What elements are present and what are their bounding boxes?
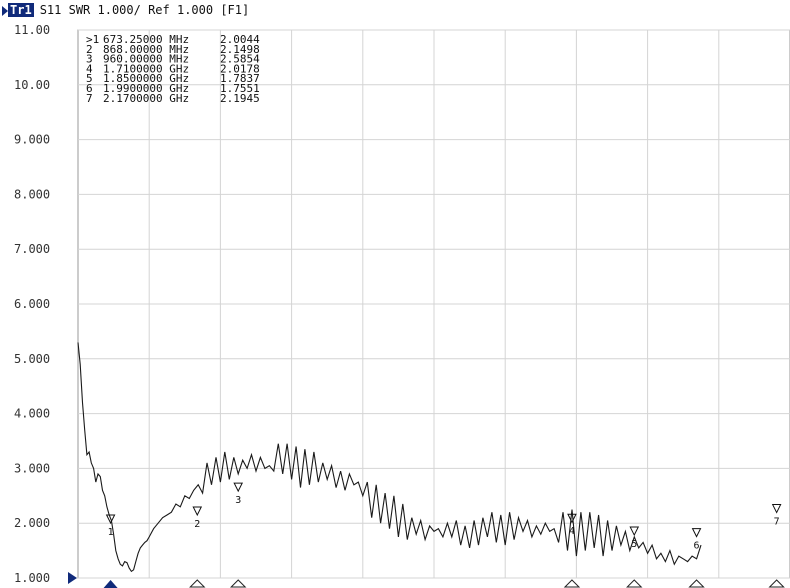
marker-1-pointer[interactable] bbox=[105, 514, 116, 525]
marker-table-frequency: 1.7100000 GHz bbox=[103, 62, 189, 75]
marker-3-strip-icon[interactable] bbox=[229, 579, 247, 588]
y-tick-label: 9.000 bbox=[14, 133, 50, 147]
marker-table-value: 1.7551 bbox=[220, 82, 260, 95]
marker-3-pointer[interactable] bbox=[233, 482, 244, 493]
marker-7-label: 7 bbox=[774, 517, 780, 528]
marker-7-strip-icon[interactable] bbox=[768, 579, 785, 588]
y-tick-label: 5.000 bbox=[14, 352, 50, 366]
marker-7-pointer[interactable] bbox=[771, 504, 782, 514]
marker-6-label: 6 bbox=[694, 541, 700, 552]
marker-5-label: 5 bbox=[631, 539, 637, 550]
marker-table-frequency: 1.9900000 GHz bbox=[103, 82, 189, 95]
marker-4-strip-icon[interactable] bbox=[563, 579, 581, 588]
marker-3-label: 3 bbox=[235, 495, 241, 506]
trace-pointer-icon bbox=[2, 5, 8, 16]
trace-parameter: S11 bbox=[39, 3, 62, 17]
y-tick-label: 11.00 bbox=[14, 23, 50, 37]
trace-format-info: SWR 1.000/ Ref 1.000 [F1] bbox=[68, 3, 250, 17]
marker-table-frequency: 868.00000 MHz bbox=[103, 43, 189, 56]
y-tick-label: 10.00 bbox=[14, 78, 50, 92]
marker-table-frequency: 960.00000 MHz bbox=[103, 53, 189, 66]
marker-4-label: 4 bbox=[569, 526, 575, 537]
marker-labels: 1 2 3 4 5 6 7 bbox=[105, 482, 782, 552]
marker-5-strip-icon[interactable] bbox=[626, 579, 643, 588]
marker-table-frequency: 1.8500000 GHz bbox=[103, 72, 189, 85]
marker-1-label: 1 bbox=[108, 527, 114, 538]
marker-6-pointer[interactable] bbox=[691, 528, 702, 538]
marker-table-value: 2.0178 bbox=[220, 62, 260, 75]
marker-2-label: 2 bbox=[194, 519, 200, 530]
y-axis-ticks: 11.00 10.00 9.000 8.000 7.000 6.000 5.000 4.000… bbox=[14, 23, 77, 585]
y-tick-label: 6.000 bbox=[14, 297, 50, 311]
y-tick-label: 1.000 bbox=[14, 571, 50, 585]
trace-label[interactable]: Tr1 bbox=[8, 3, 34, 17]
trace-line-group bbox=[77, 342, 702, 573]
marker-table-number: 7 bbox=[86, 92, 93, 105]
y-tick-label: 7.000 bbox=[14, 242, 50, 256]
marker-table: >1 673.25000 MHz 2.0044 2 868.00000 MHz 2.149… bbox=[86, 33, 260, 105]
marker-1-strip-icon[interactable] bbox=[103, 580, 118, 588]
marker-position-strip bbox=[103, 579, 785, 588]
marker-table-number: 3 bbox=[86, 53, 93, 66]
marker-2-strip-icon[interactable] bbox=[189, 579, 206, 588]
marker-2-pointer[interactable] bbox=[192, 506, 203, 517]
marker-table-value: 1.7837 bbox=[220, 72, 260, 85]
reference-level-icon[interactable] bbox=[68, 572, 77, 584]
marker-5-pointer[interactable] bbox=[629, 526, 640, 537]
y-tick-label: 4.000 bbox=[14, 407, 50, 421]
marker-table-frequency: 673.25000 MHz bbox=[103, 33, 189, 46]
marker-table-frequency: 2.1700000 GHz bbox=[103, 92, 189, 105]
y-tick-label: 2.000 bbox=[14, 516, 50, 530]
marker-table-value: 2.1498 bbox=[220, 43, 260, 56]
y-tick-label: 3.000 bbox=[14, 461, 50, 475]
y-tick-label: 8.000 bbox=[14, 187, 50, 201]
marker-4-pointer[interactable] bbox=[567, 513, 577, 524]
marker-table-number: 5 bbox=[86, 72, 93, 85]
swr-trace bbox=[77, 342, 702, 573]
marker-table-number: 2 bbox=[86, 43, 93, 56]
marker-table-number: 4 bbox=[86, 62, 93, 75]
marker-table-value: 2.1945 bbox=[220, 92, 260, 105]
marker-table-number: 6 bbox=[86, 82, 93, 95]
trace-header: Tr1 S11 SWR 1.000/ Ref 1.000 [F1] bbox=[0, 0, 790, 20]
marker-6-strip-icon[interactable] bbox=[688, 579, 705, 588]
marker-table-value: 2.5854 bbox=[220, 53, 260, 66]
marker-table-value: 2.0044 bbox=[220, 33, 260, 46]
marker-table-number: >1 bbox=[86, 33, 99, 46]
